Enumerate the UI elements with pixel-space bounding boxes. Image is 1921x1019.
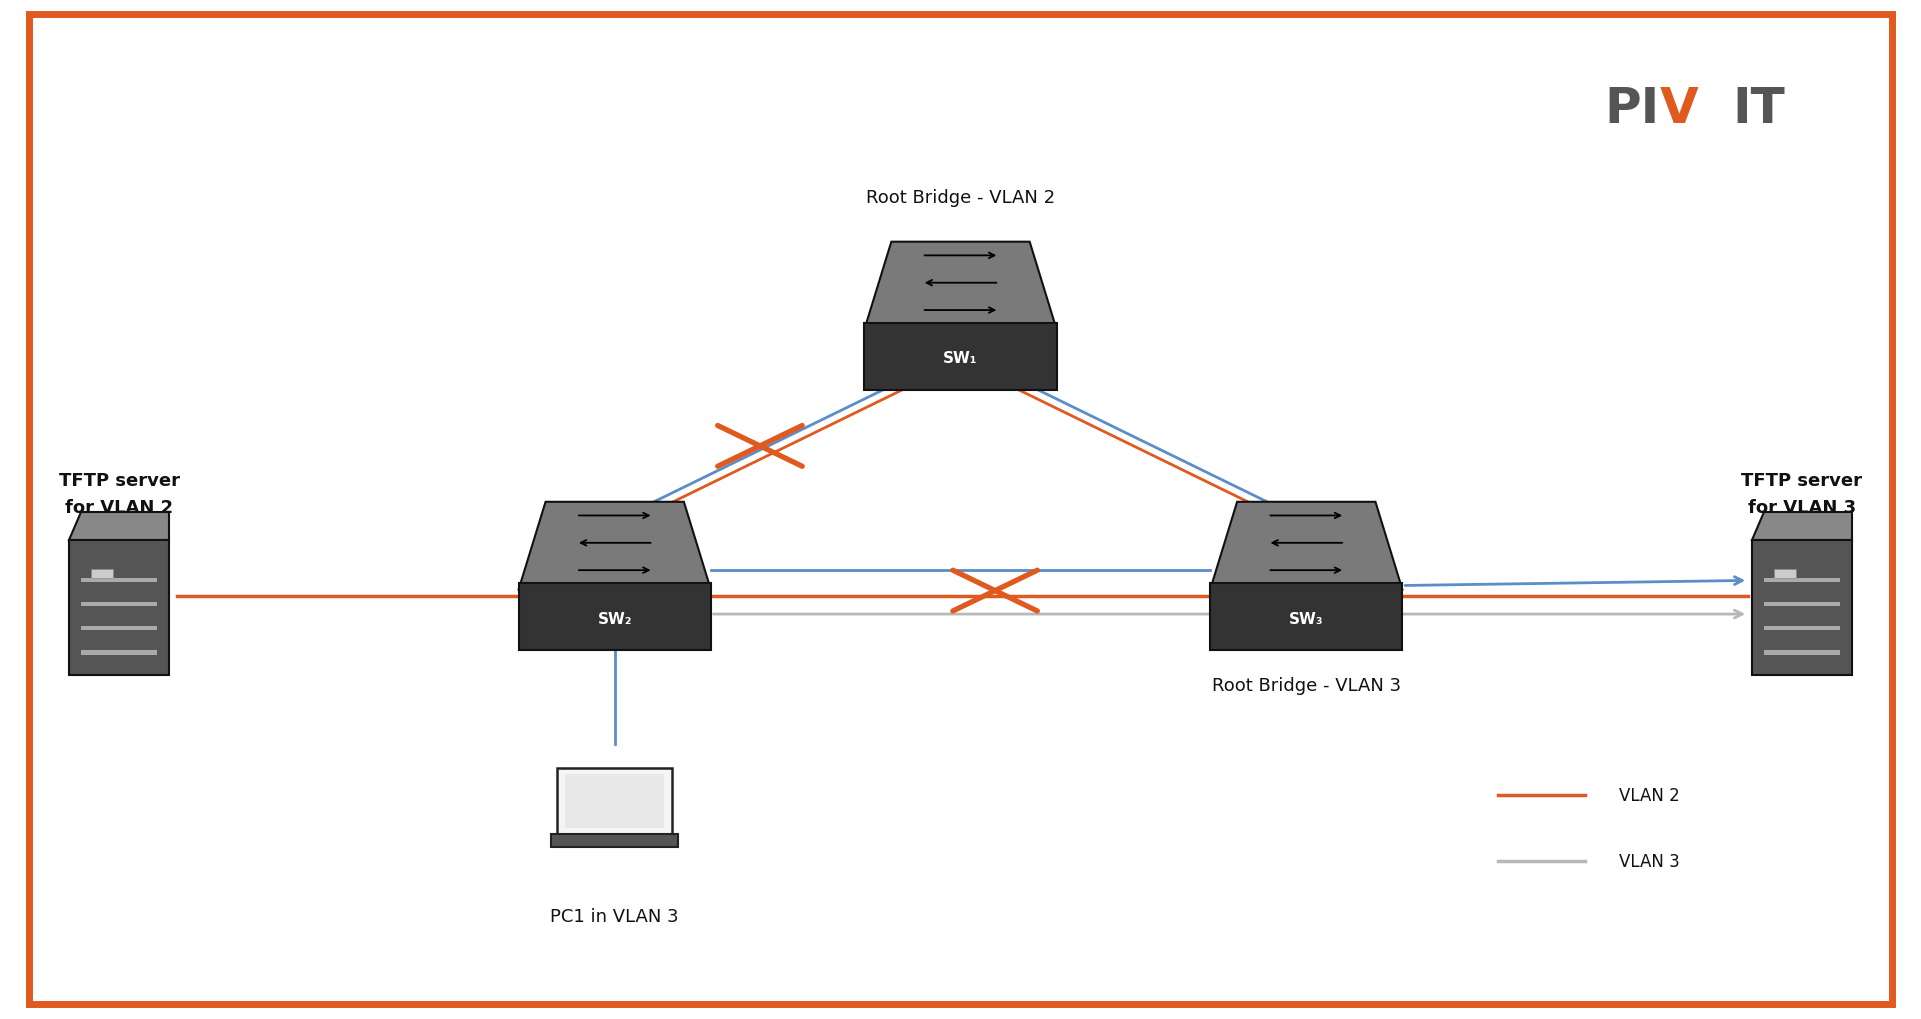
Text: TFTP server: TFTP server [60, 471, 179, 489]
Bar [864, 323, 1057, 390]
Bar [1763, 627, 1840, 631]
Bar [81, 602, 158, 606]
Bar [1210, 583, 1402, 650]
Text: PI: PI [1604, 85, 1660, 133]
Text: V: V [1660, 85, 1698, 133]
Text: SW₂: SW₂ [597, 611, 632, 626]
Text: VLAN 2: VLAN 2 [1619, 786, 1681, 804]
Text: for VLAN 2: for VLAN 2 [65, 498, 173, 517]
Polygon shape [864, 243, 1057, 330]
Bar [1763, 578, 1840, 583]
Bar [551, 834, 678, 848]
Bar [565, 774, 665, 828]
Text: TFTP server: TFTP server [1742, 471, 1861, 489]
Text: SW₃: SW₃ [1289, 611, 1324, 626]
Text: for VLAN 3: for VLAN 3 [1748, 498, 1856, 517]
Bar [81, 627, 158, 631]
Bar [1763, 650, 1840, 655]
Text: IT: IT [1733, 85, 1785, 133]
Bar [1752, 541, 1852, 676]
Bar [1773, 569, 1796, 579]
Bar [81, 650, 158, 655]
Polygon shape [519, 502, 711, 590]
Text: Root Bridge - VLAN 3: Root Bridge - VLAN 3 [1212, 676, 1400, 694]
Bar [69, 541, 169, 676]
Text: PC1 in VLAN 3: PC1 in VLAN 3 [551, 907, 678, 925]
Bar [90, 569, 113, 579]
Text: VLAN 3: VLAN 3 [1619, 852, 1681, 870]
Polygon shape [1210, 502, 1402, 590]
Text: Root Bridge - VLAN 2: Root Bridge - VLAN 2 [866, 189, 1055, 207]
Bar [557, 768, 672, 834]
Bar [1763, 602, 1840, 606]
Bar [519, 583, 711, 650]
Polygon shape [1752, 513, 1852, 541]
Polygon shape [69, 513, 169, 541]
Bar [81, 578, 158, 583]
Text: SW₁: SW₁ [943, 352, 978, 366]
